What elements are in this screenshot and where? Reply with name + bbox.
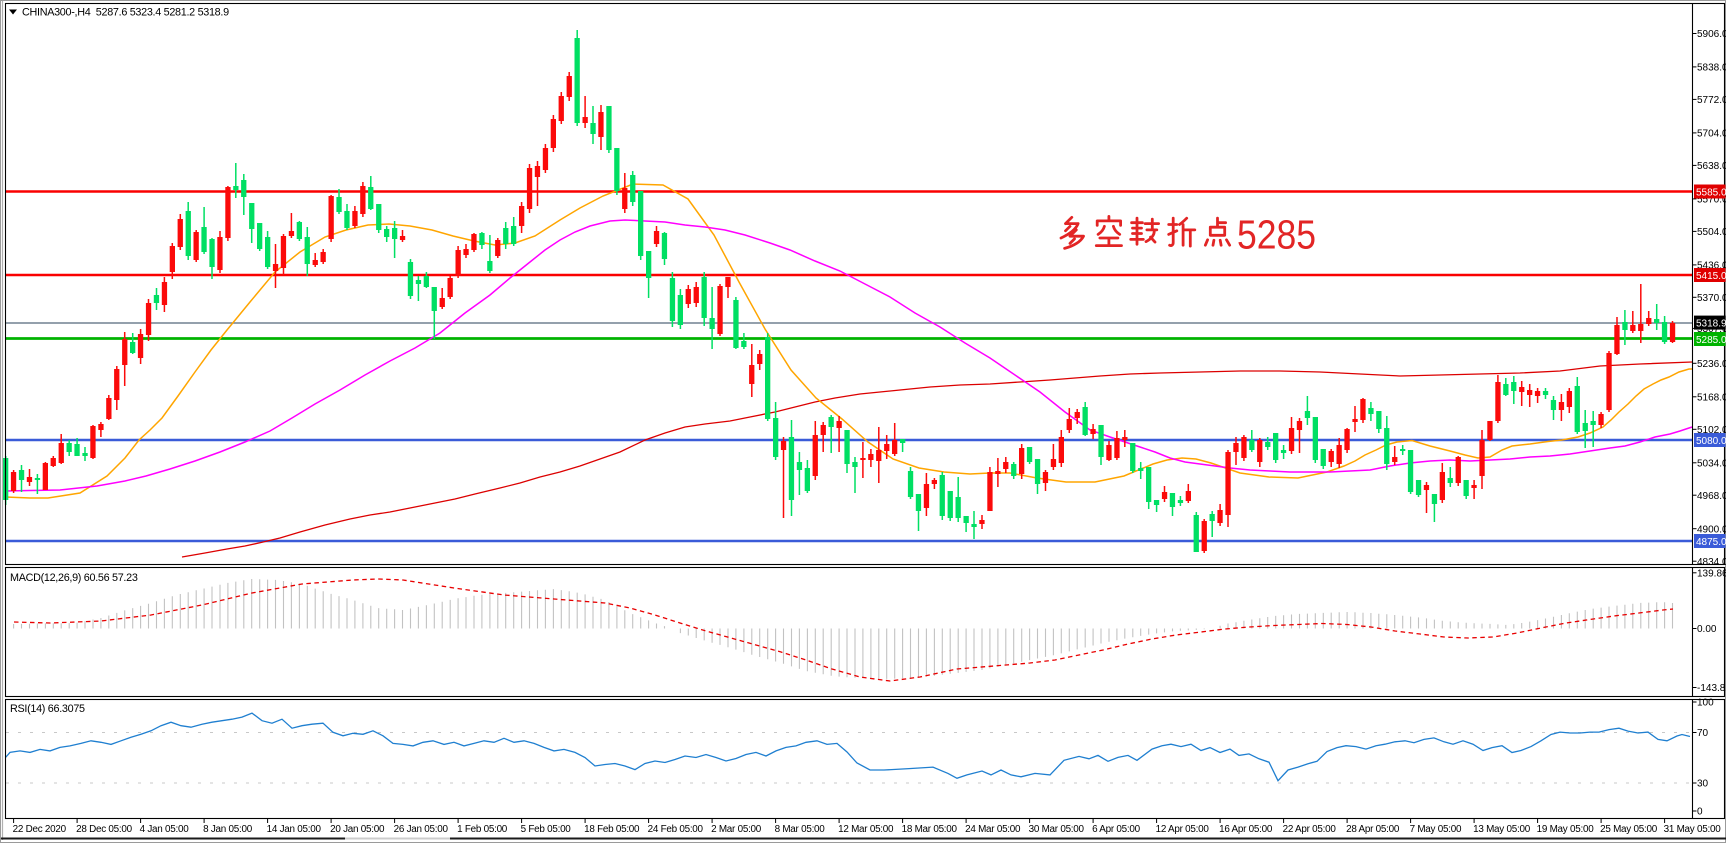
svg-text:5285: 5285 (1237, 212, 1316, 258)
svg-text:5168.0: 5168.0 (1697, 393, 1726, 404)
svg-text:28 Dec 05:00: 28 Dec 05:00 (76, 824, 133, 835)
svg-text:0.00: 0.00 (1697, 624, 1717, 635)
svg-text:18 Mar 05:00: 18 Mar 05:00 (902, 824, 958, 835)
svg-text:13 May 05:00: 13 May 05:00 (1473, 824, 1531, 835)
svg-text:24 Mar 05:00: 24 Mar 05:00 (965, 824, 1021, 835)
svg-text:8 Jan 05:00: 8 Jan 05:00 (203, 824, 253, 835)
svg-text:5838.0: 5838.0 (1697, 63, 1726, 74)
svg-text:2 Mar 05:00: 2 Mar 05:00 (711, 824, 762, 835)
svg-text:4 Jan 05:00: 4 Jan 05:00 (140, 824, 190, 835)
svg-text:5570.0: 5570.0 (1697, 195, 1726, 206)
svg-text:12 Apr 05:00: 12 Apr 05:00 (1156, 824, 1210, 835)
svg-text:16 Apr 05:00: 16 Apr 05:00 (1219, 824, 1273, 835)
svg-text:0: 0 (1697, 807, 1703, 818)
svg-text:18 Feb 05:00: 18 Feb 05:00 (584, 824, 640, 835)
svg-text:22 Apr 05:00: 22 Apr 05:00 (1283, 824, 1337, 835)
svg-text:4968.0: 4968.0 (1697, 491, 1726, 502)
svg-text:30 Mar 05:00: 30 Mar 05:00 (1029, 824, 1085, 835)
svg-text:4900.0: 4900.0 (1697, 524, 1726, 535)
svg-text:22 Dec 2020: 22 Dec 2020 (13, 824, 67, 835)
svg-text:26 Jan 05:00: 26 Jan 05:00 (394, 824, 449, 835)
svg-text:5704.0: 5704.0 (1697, 129, 1726, 140)
svg-text:5285.0: 5285.0 (1696, 335, 1726, 346)
svg-text:5415.0: 5415.0 (1696, 271, 1726, 282)
svg-text:5906.0: 5906.0 (1697, 29, 1726, 40)
svg-text:6 Apr 05:00: 6 Apr 05:00 (1092, 824, 1141, 835)
svg-text:5236.0: 5236.0 (1697, 359, 1726, 370)
svg-text:CHINA300-,H4 5287.6 5323.4 52: CHINA300-,H4 5287.6 5323.4 5281.2 5318.9 (22, 7, 229, 19)
svg-text:5504.0: 5504.0 (1697, 227, 1726, 238)
svg-text:5080.0: 5080.0 (1696, 436, 1726, 447)
svg-text:24 Feb 05:00: 24 Feb 05:00 (648, 824, 704, 835)
svg-text:5 Feb 05:00: 5 Feb 05:00 (521, 824, 572, 835)
svg-text:139.86: 139.86 (1697, 569, 1726, 580)
svg-text:4875.0: 4875.0 (1696, 537, 1726, 548)
svg-text:19 May 05:00: 19 May 05:00 (1537, 824, 1595, 835)
svg-text:MACD(12,26,9) 60.56 57.23: MACD(12,26,9) 60.56 57.23 (10, 572, 138, 584)
svg-text:8 Mar 05:00: 8 Mar 05:00 (775, 824, 826, 835)
svg-text:4834.0: 4834.0 (1697, 557, 1726, 568)
svg-text:5585.0: 5585.0 (1696, 187, 1726, 198)
svg-text:5436.0: 5436.0 (1697, 261, 1726, 272)
svg-text:30: 30 (1697, 779, 1709, 790)
svg-text:100: 100 (1697, 698, 1714, 709)
svg-text:5638.0: 5638.0 (1697, 161, 1726, 172)
svg-text:28 Apr 05:00: 28 Apr 05:00 (1346, 824, 1400, 835)
svg-text:5772.0: 5772.0 (1697, 95, 1726, 106)
svg-text:20 Jan 05:00: 20 Jan 05:00 (330, 824, 385, 835)
svg-text:7 May 05:00: 7 May 05:00 (1410, 824, 1462, 835)
svg-text:5370.0: 5370.0 (1697, 293, 1726, 304)
svg-text:31 May 05:00: 31 May 05:00 (1664, 824, 1722, 835)
svg-text:12 Mar 05:00: 12 Mar 05:00 (838, 824, 894, 835)
svg-text:-143.82: -143.82 (1697, 683, 1726, 694)
svg-text:RSI(14) 66.3075: RSI(14) 66.3075 (10, 703, 85, 715)
svg-text:5102.0: 5102.0 (1697, 425, 1726, 436)
svg-text:5318.9: 5318.9 (1696, 318, 1726, 329)
svg-text:14 Jan 05:00: 14 Jan 05:00 (267, 824, 322, 835)
svg-text:1 Feb 05:00: 1 Feb 05:00 (457, 824, 508, 835)
svg-text:70: 70 (1697, 728, 1709, 739)
svg-text:5034.0: 5034.0 (1697, 459, 1726, 470)
svg-text:25 May 05:00: 25 May 05:00 (1600, 824, 1658, 835)
